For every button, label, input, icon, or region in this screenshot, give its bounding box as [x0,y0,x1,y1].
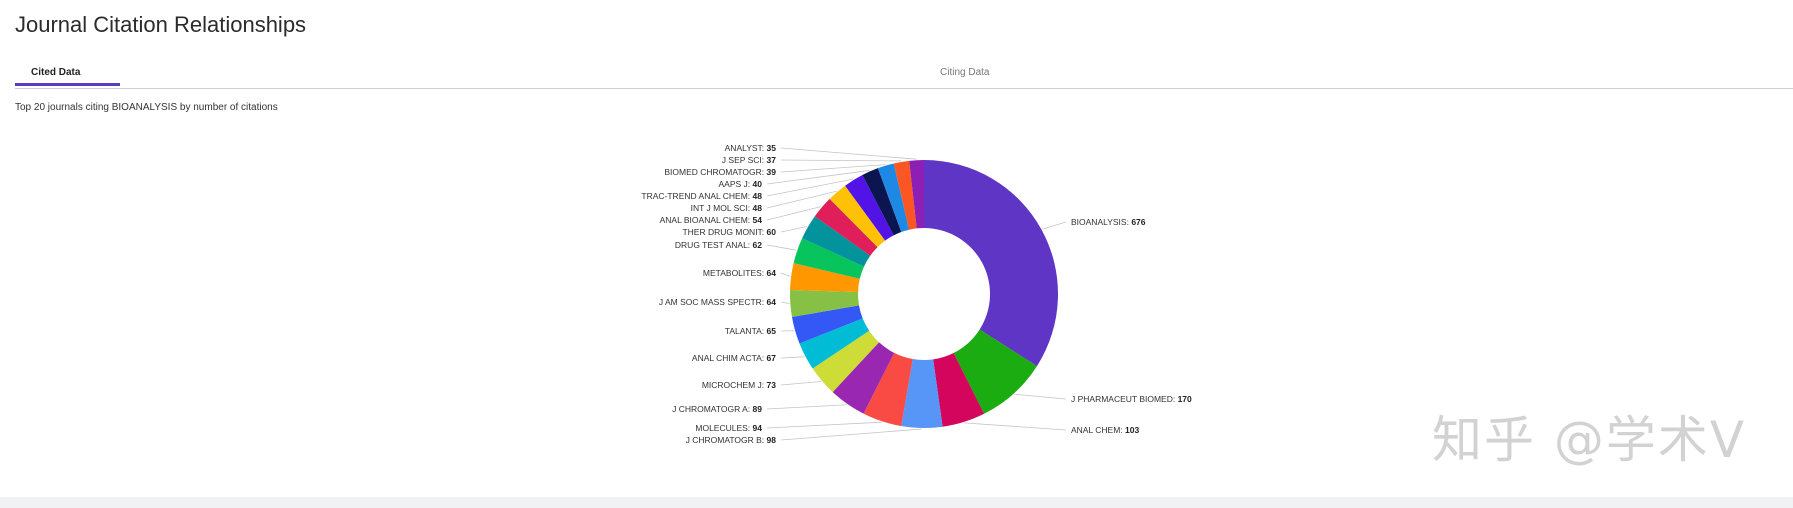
leader-line-bioanalysis [1042,221,1067,230]
slice-label-anal-chem: ANAL CHEM: 103 [1071,425,1139,435]
slice-label-microchem-j: MICROCHEM J: 73 [702,380,776,390]
leader-line-drug-test-anal [766,244,797,251]
slice-label-aaps-j: AAPS J: 40 [719,179,763,189]
tab-cited-data[interactable]: Cited Data [15,66,120,86]
slice-label-j-sep-sci: J SEP SCI: 37 [722,155,776,165]
slice-labels: BIOANALYSIS: 676 J PHARMACEUT BIOMED: 170… [641,143,1192,445]
footer-band [0,497,1793,508]
slice-label-trac-trend-anal-chem: TRAC-TREND ANAL CHEM: 48 [641,191,762,201]
slice-j-chromatogr-b[interactable] [901,359,943,428]
leader-lines [766,147,1067,441]
leader-line-molecules [766,421,882,429]
slice-j-pharmaceut-biomed[interactable] [953,329,1037,414]
tab-citing-data[interactable]: Citing Data [940,67,990,78]
slice-label-j-pharmaceut-biomed: J PHARMACEUT BIOMED: 170 [1071,394,1192,404]
slice-int-j-mol-sci[interactable] [829,185,886,248]
leader-line-anal-chem [964,422,1067,431]
slice-ther-drug-monit[interactable] [802,216,871,267]
slice-label-j-chromatogr-a: J CHROMATOGR A: 89 [672,404,762,414]
slice-label-ther-drug-monit: THER DRUG MONIT: 60 [682,227,776,237]
leader-line-anal-chim-acta [780,356,805,359]
slice-label-bioanalysis: BIOANALYSIS: 676 [1071,217,1146,227]
leader-line-aaps-j [766,170,870,185]
slice-biomed-chromatogr[interactable] [877,163,910,233]
slice-aaps-j[interactable] [862,168,902,236]
tab-bar: Cited Data Citing Data [15,66,1793,89]
slice-anal-chem[interactable] [933,352,985,427]
leader-line-anal-bioanal-chem [766,206,822,221]
leader-line-ther-drug-monit [780,226,808,233]
slice-molecules[interactable] [863,352,913,427]
leader-line-j-am-soc-mass-spectr [780,301,790,304]
slice-j-sep-sci[interactable] [893,160,917,230]
slice-label-anal-bioanal-chem: ANAL BIOANAL CHEM: 54 [660,215,763,225]
slice-bioanalysis[interactable] [924,160,1058,367]
leader-line-j-chromatogr-b [780,428,922,441]
slice-label-analyst: ANALYST: 35 [725,143,777,153]
leader-line-analyst [780,147,917,160]
slice-metabolites[interactable] [790,263,860,293]
page-title: Journal Citation Relationships [15,12,307,37]
slice-label-talanta: TALANTA: 65 [725,326,776,336]
slice-label-metabolites: METABOLITES: 64 [703,268,776,278]
slice-label-j-am-soc-mass-spectr: J AM SOC MASS SPECTR: 64 [659,297,776,307]
watermark: 知乎 @学术V [1432,411,1747,469]
slice-anal-chim-acta[interactable] [799,318,870,369]
slice-microchem-j[interactable] [812,330,880,393]
slice-j-chromatogr-a[interactable] [832,342,895,414]
leader-line-microchem-j [780,381,822,386]
leader-line-j-chromatogr-a [766,404,847,410]
slice-analyst[interactable] [909,160,924,229]
leader-line-j-pharmaceut-biomed [1014,393,1067,400]
leader-line-int-j-mol-sci [766,190,837,209]
slice-j-am-soc-mass-spectr[interactable] [790,289,859,317]
pie-slices [790,160,1058,428]
leader-line-trac-trend-anal-chem [766,178,854,197]
leader-line-biomed-chromatogr [780,164,886,173]
slice-drug-test-anal[interactable] [793,238,864,279]
slice-talanta[interactable] [791,305,863,344]
leader-line-metabolites [780,272,791,277]
slice-label-molecules: MOLECULES: 94 [695,423,762,433]
slice-label-j-chromatogr-b: J CHROMATOGR B: 98 [686,435,777,445]
leader-line-j-sep-sci [780,159,902,162]
slice-label-int-j-mol-sci: INT J MOL SCI: 48 [691,203,763,213]
slice-label-anal-chim-acta: ANAL CHIM ACTA: 67 [692,353,776,363]
slice-trac-trend-anal-chem[interactable] [845,175,894,241]
slice-label-drug-test-anal: DRUG TEST ANAL: 62 [675,240,762,250]
slice-anal-bioanal-chem[interactable] [814,198,878,256]
slice-label-biomed-chromatogr: BIOMED CHROMATOGR: 39 [664,167,776,177]
chart-title: Top 20 journals citing BIOANALYSIS by nu… [15,102,278,113]
